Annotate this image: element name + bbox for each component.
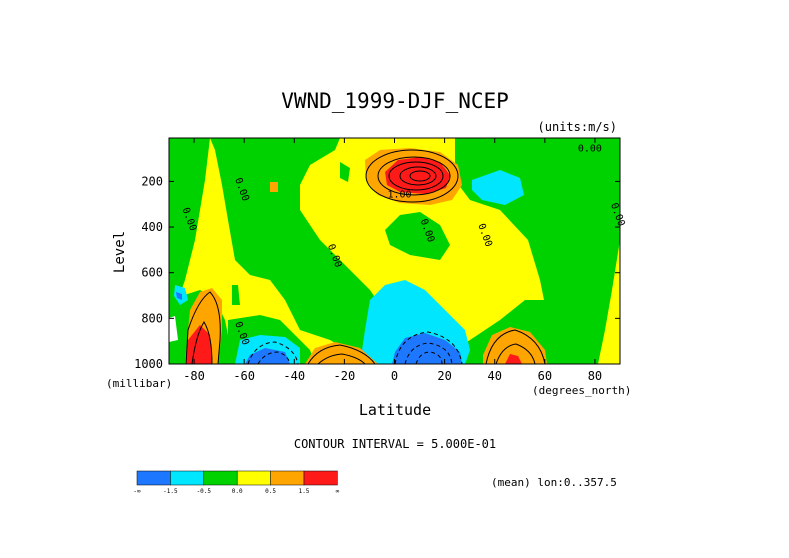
x-axis-units: (degrees_north)	[532, 384, 631, 397]
legend-swatch	[236, 470, 271, 486]
y-axis: 200 400 600 800 1000	[134, 174, 620, 371]
x-tick-label: 80	[588, 369, 602, 383]
x-tick-label: 20	[437, 369, 451, 383]
x-tick-label: 0	[391, 369, 398, 383]
legend-swatch	[270, 470, 305, 486]
x-tick-label: 60	[538, 369, 552, 383]
legend-swatch	[170, 470, 205, 486]
contour-interval-label: CONTOUR INTERVAL = 5.000E-01	[294, 437, 496, 451]
legend-tick-label: -1.5	[163, 488, 178, 495]
x-axis: -80 -60 -40 -20 0 20 40 60 80	[183, 138, 602, 383]
legend-tick-label: -0.5	[197, 488, 212, 495]
color-legend: -∞ -1.5 -0.5 0.0 0.5 1.5 ∞	[133, 470, 340, 495]
legend-tick-label: 0.0	[232, 488, 243, 495]
chart-title: VWND_1999-DJF_NCEP	[281, 89, 509, 113]
legend-swatch	[136, 470, 171, 486]
contour-lines	[185, 149, 546, 364]
x-tick-label: -80	[183, 369, 205, 383]
y-tick-label: 1000	[134, 357, 163, 371]
contour-value-label: 0.00	[578, 144, 602, 155]
legend-tick-label: ∞	[336, 488, 340, 495]
x-tick-label: 40	[487, 369, 501, 383]
units-label: (units:m/s)	[538, 120, 617, 134]
y-tick-label: 400	[141, 220, 163, 234]
mean-longitude-label: (mean) lon:0..357.5	[491, 476, 617, 489]
legend-tick-label: -∞	[133, 488, 141, 495]
x-axis-label: Latitude	[359, 401, 431, 419]
legend-tick-label: 1.5	[299, 488, 310, 495]
y-tick-label: 600	[141, 266, 163, 280]
contour-value-label: 1.00	[387, 189, 411, 200]
y-tick-label: 200	[141, 174, 163, 188]
legend-tick-label: 0.5	[265, 488, 276, 495]
legend-swatch	[203, 470, 238, 486]
x-tick-label: -60	[233, 369, 255, 383]
x-tick-label: -20	[334, 369, 356, 383]
y-axis-units: (millibar)	[106, 377, 172, 390]
legend-swatch	[303, 470, 338, 486]
x-tick-label: -40	[283, 369, 305, 383]
y-axis-label: Level	[112, 231, 128, 273]
y-tick-label: 800	[141, 311, 163, 325]
